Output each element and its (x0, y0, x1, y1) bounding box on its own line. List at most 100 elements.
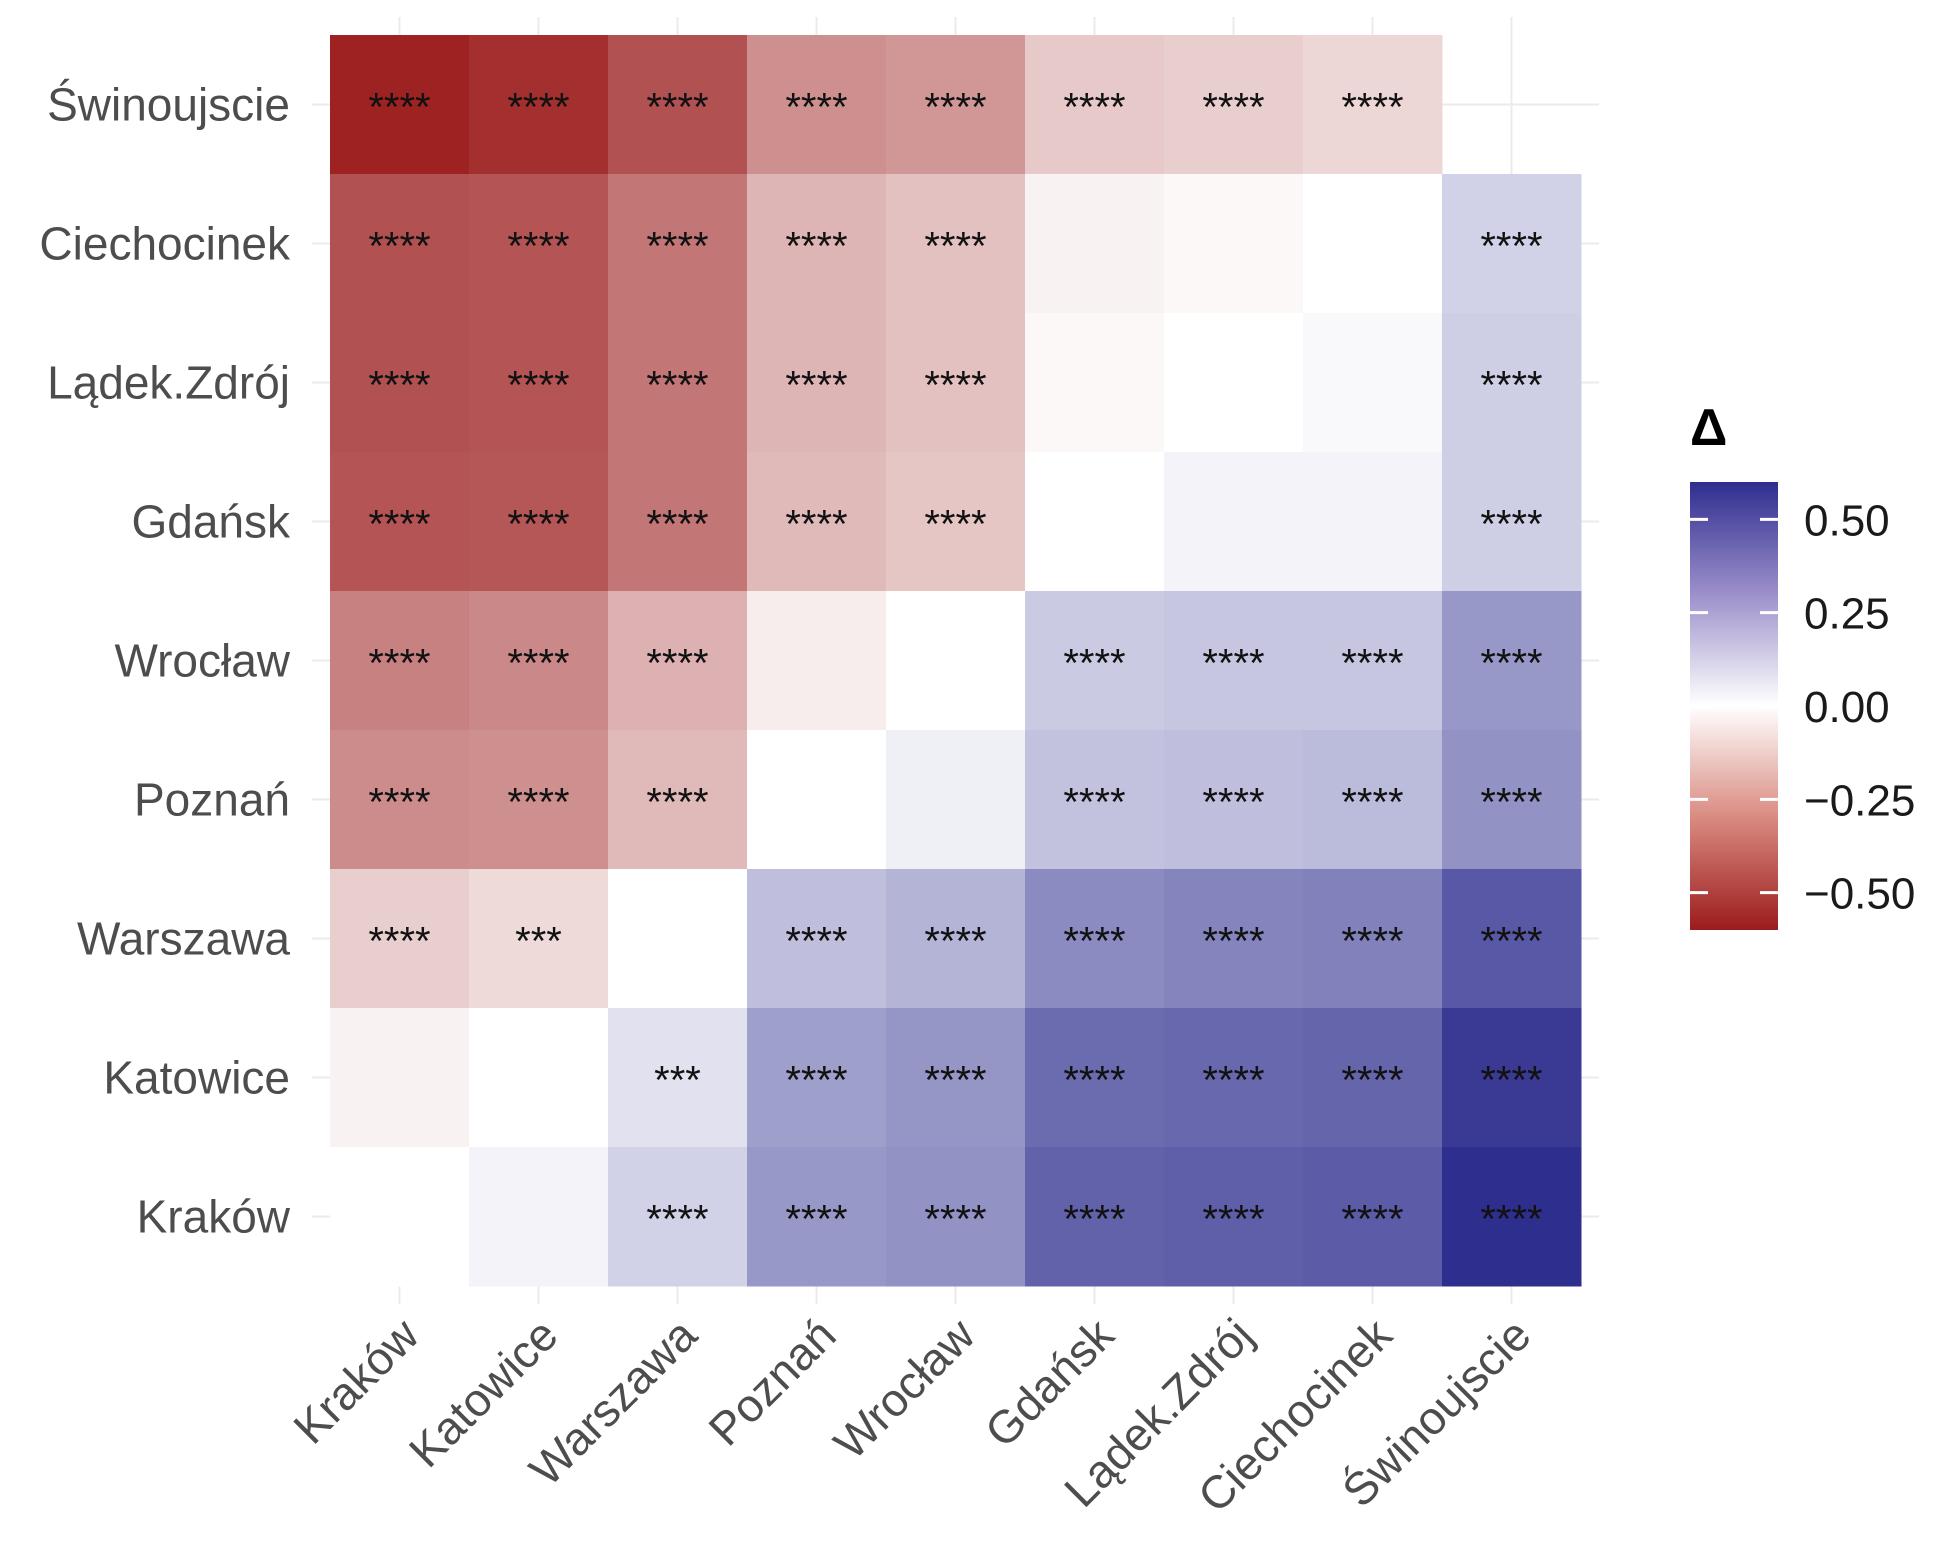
significance-label: **** (646, 642, 708, 686)
significance-label: **** (368, 920, 430, 964)
significance-label: **** (1480, 920, 1542, 964)
heatmap-cell (469, 591, 609, 731)
heatmap-cell (886, 1008, 1026, 1148)
significance-label: **** (646, 1198, 708, 1242)
heatmap-cell (886, 313, 1026, 453)
significance-label: **** (368, 642, 430, 686)
heatmap-cell (1442, 1147, 1582, 1287)
significance-label: **** (924, 503, 986, 547)
heatmap-cell (608, 313, 748, 453)
heatmap-cell (886, 1147, 1026, 1287)
significance-label: **** (785, 364, 847, 408)
heatmap-cell (747, 174, 887, 314)
significance-label: **** (785, 225, 847, 269)
heatmap-cell (1025, 869, 1165, 1009)
significance-label: **** (1480, 1198, 1542, 1242)
significance-label: **** (1480, 781, 1542, 825)
heatmap-cell (1442, 174, 1582, 314)
significance-label: **** (507, 86, 569, 130)
heatmap-cell (886, 35, 1026, 175)
heatmap-cell (886, 452, 1026, 592)
significance-label: **** (507, 642, 569, 686)
significance-label: *** (654, 1059, 701, 1103)
significance-label: **** (1341, 1198, 1403, 1242)
legend-tick-label: 0.50 (1804, 496, 1890, 545)
significance-label: **** (1341, 86, 1403, 130)
y-tick-label: Katowice (103, 1052, 290, 1104)
heatmap-cell (1164, 1008, 1304, 1148)
y-tick-label: Kraków (137, 1191, 291, 1243)
legend-title: Δ (1690, 399, 1727, 457)
heatmap-cell (1025, 452, 1165, 592)
y-tick-label: Lądek.Zdrój (47, 357, 290, 409)
significance-label: **** (924, 225, 986, 269)
y-tick-label: Warszawa (77, 913, 290, 965)
y-tick-label: Gdańsk (131, 496, 291, 548)
heatmap-cell (1164, 730, 1304, 870)
significance-label: **** (368, 781, 430, 825)
significance-label: **** (1202, 642, 1264, 686)
significance-label: **** (1202, 1059, 1264, 1103)
significance-label: **** (1063, 781, 1125, 825)
heatmap-cell (1025, 1147, 1165, 1287)
heatmap-cell (469, 313, 609, 453)
heatmap-cell (608, 35, 748, 175)
significance-label: **** (785, 503, 847, 547)
heatmap-cell (469, 174, 609, 314)
significance-label: **** (507, 503, 569, 547)
heatmap-cell (608, 591, 748, 731)
significance-label: **** (785, 1198, 847, 1242)
heatmap-cell (1442, 452, 1582, 592)
significance-label: **** (1202, 1198, 1264, 1242)
legend-tick-label: −0.50 (1804, 870, 1915, 919)
heatmap-cell (469, 730, 609, 870)
y-tick-label: Poznań (134, 774, 290, 826)
significance-label: **** (368, 86, 430, 130)
heatmap-cell (1442, 1008, 1582, 1148)
heatmap-cell (747, 1008, 887, 1148)
significance-label: **** (785, 86, 847, 130)
heatmap-cell (1303, 452, 1443, 592)
heatmap-cell (608, 452, 748, 592)
significance-label: **** (1341, 781, 1403, 825)
significance-label: **** (924, 1059, 986, 1103)
legend-tick-label: 0.00 (1804, 683, 1890, 732)
heatmap-cell (747, 730, 887, 870)
heatmap-cell (608, 174, 748, 314)
significance-label: **** (368, 503, 430, 547)
heatmap-cell (1025, 730, 1165, 870)
heatmap-cells (330, 35, 1582, 1287)
heatmap-cell (747, 1147, 887, 1287)
heatmap-cell (1164, 869, 1304, 1009)
heatmap-cell (330, 313, 470, 453)
heatmap-cell (1442, 730, 1582, 870)
heatmap-cell (1442, 869, 1582, 1009)
significance-label: **** (1063, 1198, 1125, 1242)
significance-label: **** (924, 920, 986, 964)
heatmap-cell (747, 869, 887, 1009)
significance-label: **** (785, 1059, 847, 1103)
heatmap-cell (1164, 313, 1304, 453)
heatmap-cell (1025, 35, 1165, 175)
heatmap-cell (1164, 591, 1304, 731)
significance-label: **** (646, 86, 708, 130)
significance-label: **** (646, 364, 708, 408)
heatmap-cell (747, 591, 887, 731)
significance-label: **** (924, 1198, 986, 1242)
significance-label: **** (1202, 781, 1264, 825)
heatmap-cell (1303, 313, 1443, 453)
heatmap-cell (608, 869, 748, 1009)
heatmap-cell (1164, 35, 1304, 175)
heatmap-cell (469, 869, 609, 1009)
heatmap-cell (1303, 174, 1443, 314)
significance-label: **** (507, 781, 569, 825)
significance-label: **** (1063, 920, 1125, 964)
heatmap-cell (1025, 313, 1165, 453)
heatmap-cell (330, 174, 470, 314)
significance-label: **** (646, 503, 708, 547)
heatmap-cell (330, 1008, 470, 1148)
y-tick-label: Ciechocinek (39, 218, 291, 270)
significance-label: **** (785, 920, 847, 964)
